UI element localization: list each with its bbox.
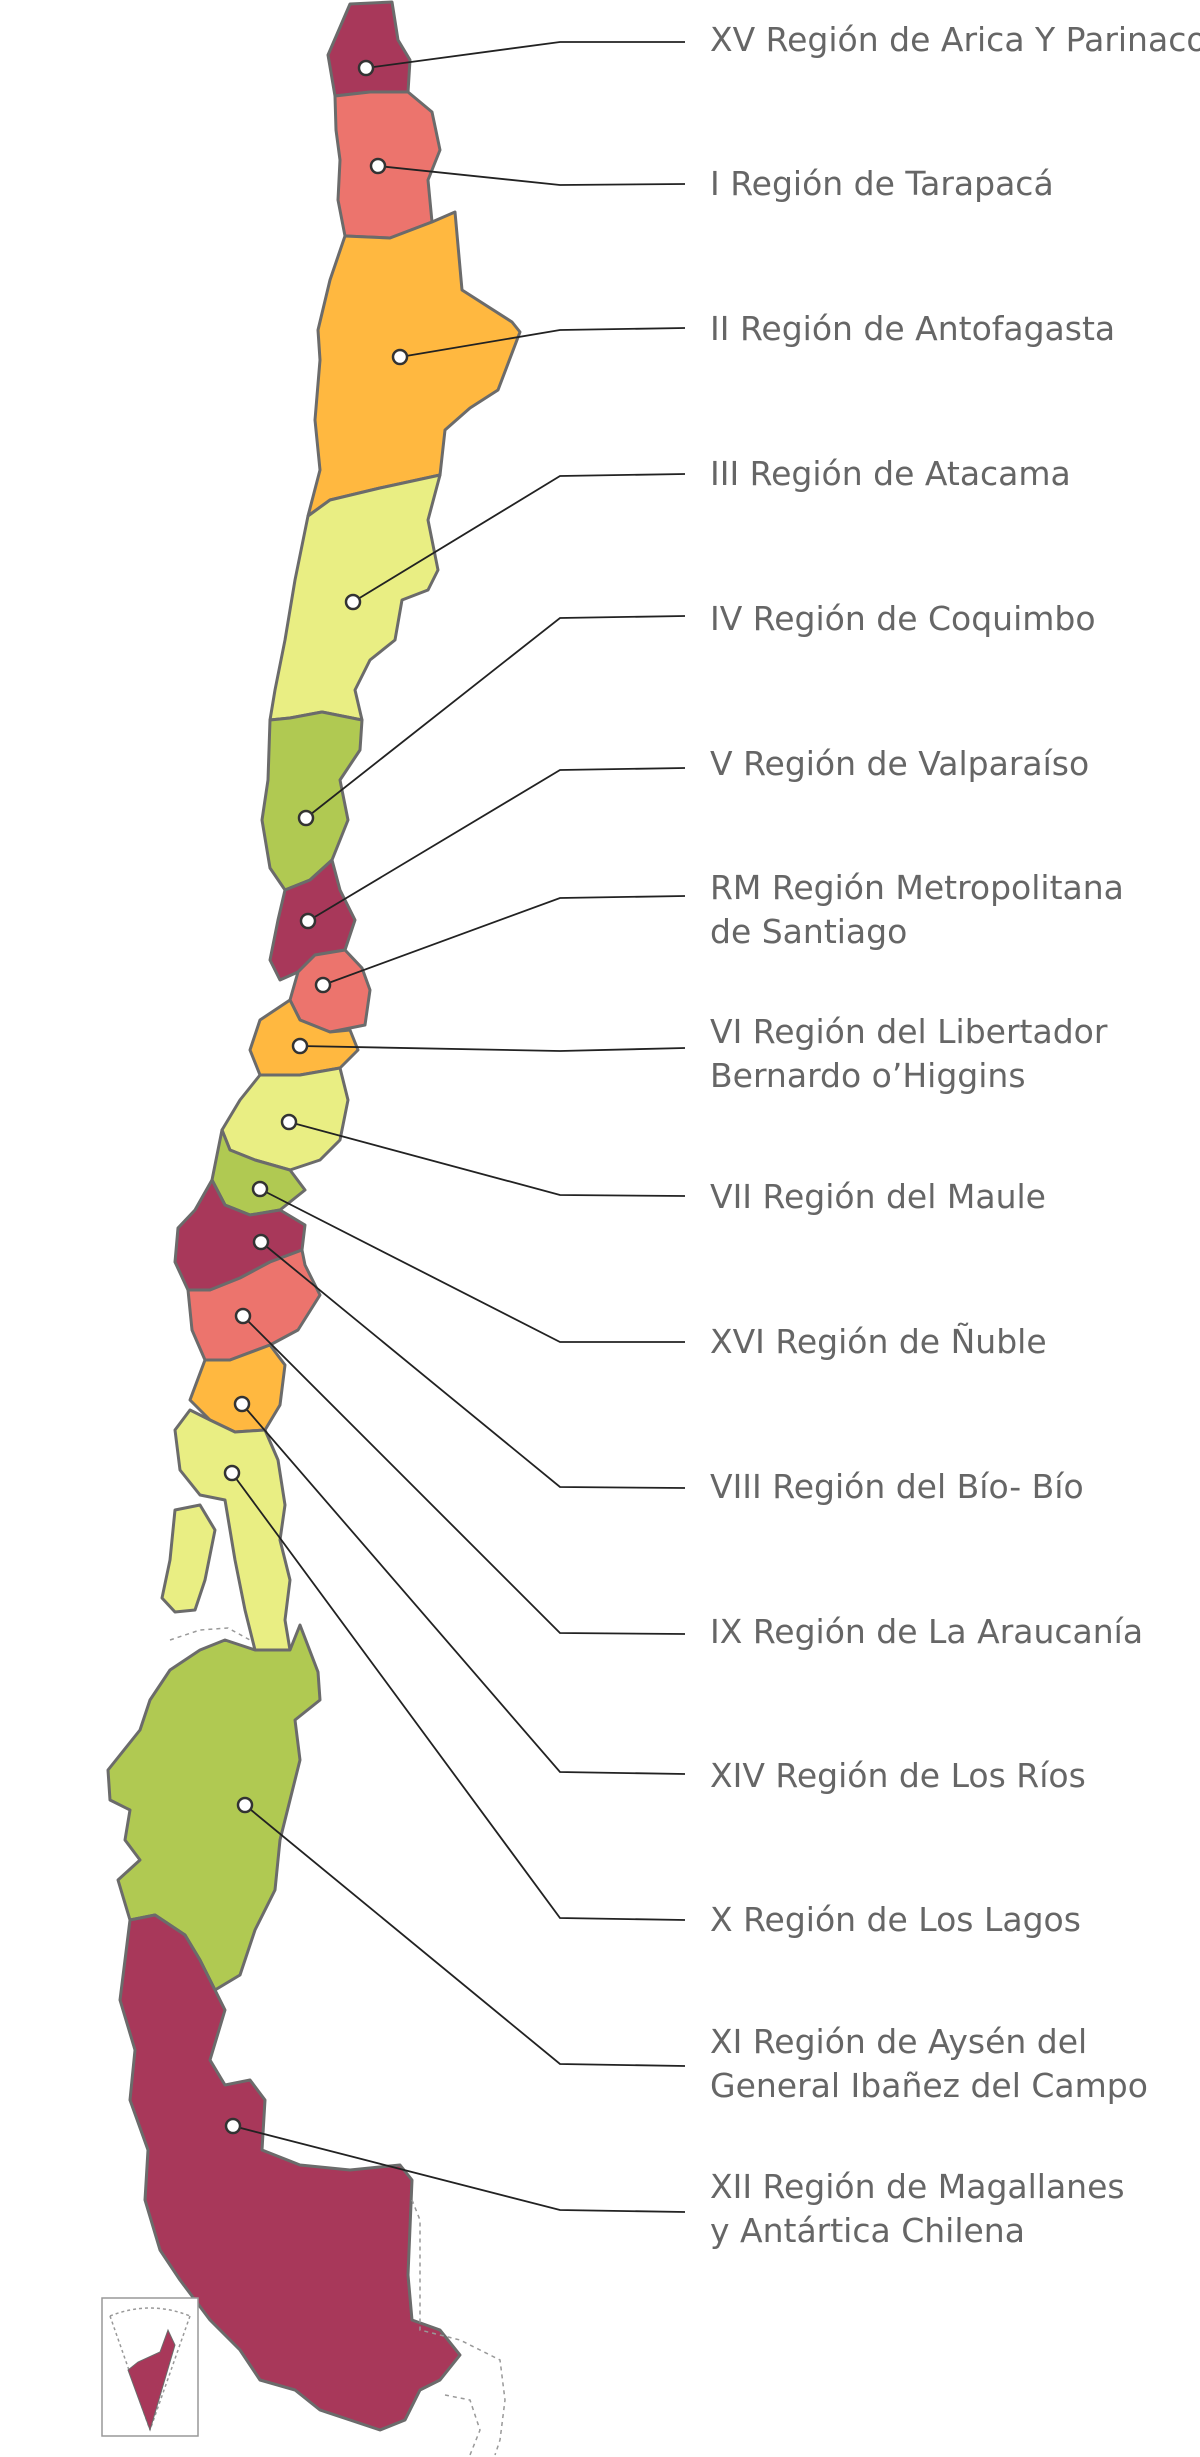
leader-line-xii xyxy=(232,2125,686,2213)
region-marker-v[interactable] xyxy=(299,912,317,930)
region-label-xv[interactable]: XV Región de Arica Y Parinacota xyxy=(710,20,1200,59)
region-label-x[interactable]: X Región de Los Lagos xyxy=(710,1900,1081,1939)
region-i-shape[interactable] xyxy=(333,90,442,240)
region-label-i[interactable]: I Región de Tarapacá xyxy=(710,164,1054,203)
region-marker-xiv[interactable] xyxy=(233,1395,251,1413)
region-ii-shape[interactable] xyxy=(306,210,522,518)
region-label-iv[interactable]: IV Región de Coquimbo xyxy=(710,599,1096,638)
region-label-xvi[interactable]: XVI Región de Ñuble xyxy=(710,1322,1047,1361)
leader-line-xi xyxy=(244,1804,686,2067)
maritime-boundary xyxy=(411,2199,506,2456)
region-marker-ii[interactable] xyxy=(391,348,409,366)
region-label-rm[interactable]: RM Región Metropolitana de Santiago xyxy=(710,868,1124,951)
region-label-xii[interactable]: XII Región de Magallanes y Antártica Chil… xyxy=(710,2167,1125,2250)
region-xv-shape[interactable] xyxy=(326,0,412,98)
leader-line-viii xyxy=(260,1241,686,1489)
maritime-boundary-north-aysen xyxy=(169,1627,251,1641)
region-iv-shape[interactable] xyxy=(260,710,364,892)
leader-line-v xyxy=(307,767,686,922)
region-label-v[interactable]: V Región de Valparaíso xyxy=(710,744,1090,783)
leader-line-i xyxy=(377,165,686,186)
region-marker-rm[interactable] xyxy=(314,976,332,994)
inset-antarctic-territory xyxy=(127,2328,176,2432)
leader-line-rm xyxy=(322,895,686,986)
region-label-viii[interactable]: VIII Región del Bío- Bío xyxy=(710,1467,1084,1506)
region-xiv-shape[interactable] xyxy=(188,1343,287,1434)
region-xii-shape[interactable] xyxy=(118,1913,462,2432)
leader-line-iv xyxy=(305,615,686,819)
region-shapes xyxy=(106,0,522,2456)
region-label-vi[interactable]: VI Región del Libertador Bernardo o’Higgi… xyxy=(710,1012,1108,1095)
region-marker-iii[interactable] xyxy=(344,593,362,611)
region-marker-xii[interactable] xyxy=(224,2117,242,2135)
leader-line-vi xyxy=(299,1045,686,1052)
region-marker-ix[interactable] xyxy=(234,1307,252,1325)
region-marker-xi[interactable] xyxy=(236,1796,254,1814)
leader-line-iii xyxy=(352,473,686,603)
region-marker-xv[interactable] xyxy=(357,59,375,77)
region-marker-xvi[interactable] xyxy=(251,1180,269,1198)
leader-line-ix xyxy=(242,1315,686,1635)
region-label-vii[interactable]: VII Región del Maule xyxy=(710,1177,1046,1216)
region-label-ix[interactable]: IX Región de La Araucanía xyxy=(710,1612,1144,1651)
maritime-boundary-south xyxy=(444,2394,481,2456)
leader-line-xv xyxy=(365,41,685,69)
region-x-chiloe-shape[interactable] xyxy=(160,1503,217,1614)
leader-lines xyxy=(223,41,686,2213)
region-label-ii[interactable]: II Región de Antofagasta xyxy=(710,309,1116,348)
region-marker-vii[interactable] xyxy=(280,1113,298,1131)
leader-line-xvi xyxy=(259,1188,685,1343)
leader-line-ii xyxy=(399,327,686,358)
inset-dashed-arc xyxy=(109,2307,191,2317)
region-marker-viii[interactable] xyxy=(252,1233,270,1251)
leader-line-x xyxy=(231,1472,686,1921)
region-marker-x[interactable] xyxy=(223,1464,241,1482)
region-marker-i[interactable] xyxy=(369,157,387,175)
region-label-xi[interactable]: XI Región de Aysén del General Ibañez del… xyxy=(710,2022,1148,2105)
region-marker-vi[interactable] xyxy=(291,1037,309,1055)
region-vi-shape[interactable] xyxy=(248,998,360,1077)
region-label-xiv[interactable]: XIV Región de Los Ríos xyxy=(710,1756,1086,1795)
antarctica-inset xyxy=(101,2297,199,2437)
leader-line-xiv xyxy=(241,1403,686,1775)
region-marker-iv[interactable] xyxy=(297,809,315,827)
region-x-shape[interactable] xyxy=(173,1408,292,1652)
region-label-iii[interactable]: III Región de Atacama xyxy=(710,454,1071,493)
inset-dashed-side-right xyxy=(149,2315,191,2431)
leader-line-vii xyxy=(288,1121,686,1197)
